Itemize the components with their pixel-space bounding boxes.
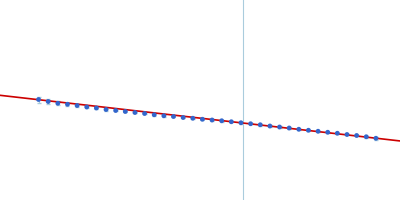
- Point: [64, 103, 71, 106]
- Point: [170, 115, 177, 118]
- Point: [324, 131, 331, 134]
- Point: [74, 104, 80, 107]
- Point: [45, 100, 51, 103]
- Point: [305, 129, 312, 132]
- Point: [103, 108, 109, 111]
- Point: [151, 113, 158, 116]
- Point: [132, 111, 138, 114]
- Point: [373, 137, 379, 140]
- Point: [199, 118, 206, 121]
- Point: [218, 119, 225, 122]
- Point: [363, 135, 370, 138]
- Point: [84, 105, 90, 109]
- Point: [334, 132, 340, 135]
- Point: [344, 133, 350, 136]
- Point: [315, 130, 321, 133]
- Point: [141, 112, 148, 115]
- Point: [122, 110, 128, 113]
- Point: [238, 121, 244, 124]
- Point: [161, 114, 167, 117]
- Point: [354, 134, 360, 137]
- Point: [55, 102, 61, 105]
- Point: [267, 124, 273, 128]
- Point: [276, 125, 283, 129]
- Point: [180, 116, 186, 119]
- Point: [35, 98, 42, 101]
- Point: [228, 120, 234, 123]
- Point: [296, 128, 302, 131]
- Point: [209, 118, 215, 122]
- Point: [248, 122, 254, 125]
- Point: [257, 123, 264, 126]
- Point: [286, 126, 292, 130]
- Point: [190, 117, 196, 120]
- Point: [93, 106, 100, 110]
- Point: [112, 109, 119, 112]
